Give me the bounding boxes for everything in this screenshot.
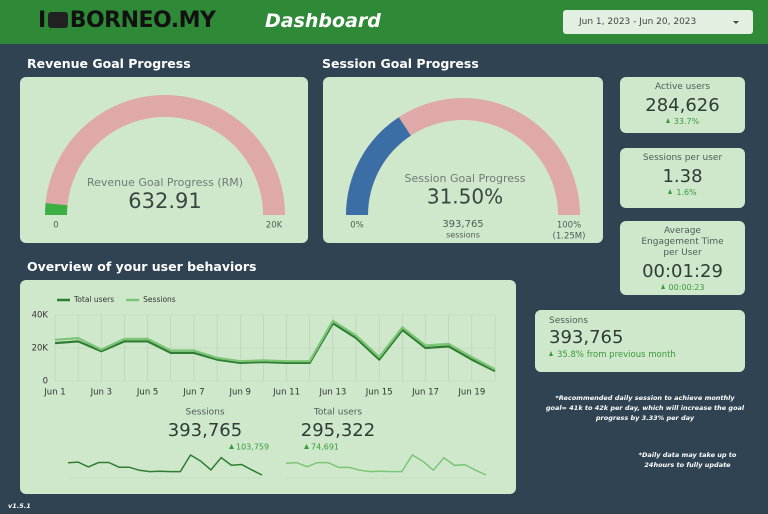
date-picker[interactable]: Jun 1, 2023 - Jun 20, 2023 (563, 10, 753, 34)
series-line (54, 319, 496, 371)
series-line (54, 322, 496, 373)
gauge-value-label: 632.91 (128, 189, 201, 213)
scorecard-label: Sessions (185, 408, 224, 418)
scorecard-value: 295,322 (301, 420, 375, 441)
scorecard: Active users 284,626 33.7% (620, 77, 745, 133)
scorecard-value: 284,626 (645, 95, 720, 116)
scorecard-label: Sessions per user (642, 153, 723, 163)
y-tick-label: 0 (43, 377, 48, 387)
x-tick-label: Jun 5 (136, 388, 158, 398)
scorecard-label: Average Engagement Time per User (641, 226, 724, 258)
legend-label: Sessions (143, 295, 176, 304)
logo-prefix: I (38, 8, 46, 33)
scorecard-label: Sessions (549, 316, 589, 326)
scorecard-value: 00:01:29 (642, 261, 723, 282)
x-tick-label: Jun 9 (229, 388, 251, 398)
gauge-tick-label: 100% (557, 221, 581, 231)
x-tick-label: Jun 19 (457, 388, 485, 398)
scorecard-change: 1.6% (620, 188, 745, 197)
gauge-tick-label: 0% (350, 221, 364, 231)
gauge-value-label: 31.50% (427, 185, 503, 209)
x-tick-label: Jun 11 (272, 388, 300, 398)
up-arrow (304, 444, 309, 449)
gauge-detail-unit: sessions (446, 231, 480, 240)
gauge-title: Revenue Goal Progress (RM) (87, 176, 243, 189)
sparkline (285, 453, 487, 476)
x-tick-label: Jun 13 (318, 388, 346, 398)
scorecard-value: 393,765 (168, 420, 242, 441)
logo: I BORNEO.MY (38, 8, 216, 33)
note: *Recommended daily session to achieve mo… (545, 394, 745, 422)
gauge-track (45, 95, 285, 215)
note: *Daily data may take up to 24hours to fu… (638, 451, 737, 469)
section-title: Revenue Goal Progress (27, 56, 191, 71)
logo-icon (47, 12, 68, 28)
logo-text: BORNEO.MY (69, 8, 216, 33)
scorecard-change: 35.8% from previous month (549, 350, 745, 360)
sparkline (67, 453, 263, 476)
up-arrow (229, 444, 234, 449)
scorecard-change: 33.7% (620, 117, 745, 126)
scorecard-label: Total users (313, 408, 363, 418)
gauge-note: (1.25M) (553, 232, 586, 242)
legend-label: Total users (73, 295, 114, 304)
gauge-value (44, 203, 68, 215)
version: v1.5.1 (8, 502, 31, 510)
page-title: Dashboard (265, 10, 381, 32)
scorecard-value: 1.38 (662, 166, 703, 187)
x-tick-label: Jun 7 (182, 388, 204, 398)
scorecard: Sessions 393,765 35.8% from previous mon… (535, 310, 745, 372)
scorecard-change: 103,759 (236, 443, 269, 452)
scorecard-change: 00:00:23 (620, 283, 745, 292)
gauge-detail: 393,765 (442, 219, 483, 230)
dropdown-icon (733, 21, 739, 24)
scorecard: Average Engagement Time per User 00:01:2… (620, 221, 745, 295)
y-tick-label: 20K (32, 344, 49, 354)
section-title: Overview of your user behaviors (27, 259, 257, 274)
x-tick-label: Jun 3 (90, 388, 112, 398)
scorecard-change: 74,691 (311, 443, 339, 452)
scorecard-label: Active users (654, 82, 711, 92)
gauge-tick-label: 20K (266, 221, 283, 231)
scorecard-value: 393,765 (549, 327, 624, 348)
section-title: Session Goal Progress (322, 56, 479, 71)
scorecard: Sessions per user 1.38 1.6% (620, 148, 745, 208)
gauge-value (346, 117, 411, 215)
date-range: Jun 1, 2023 - Jun 20, 2023 (579, 17, 697, 27)
x-tick-label: Jun 17 (411, 388, 439, 398)
x-tick-label: Jun 15 (365, 388, 393, 398)
y-tick-label: 40K (32, 311, 49, 321)
card (20, 280, 516, 494)
x-tick-label: Jun 1 (43, 388, 65, 398)
gauge-title: Session Goal Progress (405, 172, 526, 185)
gauge-tick-label: 0 (53, 221, 58, 231)
